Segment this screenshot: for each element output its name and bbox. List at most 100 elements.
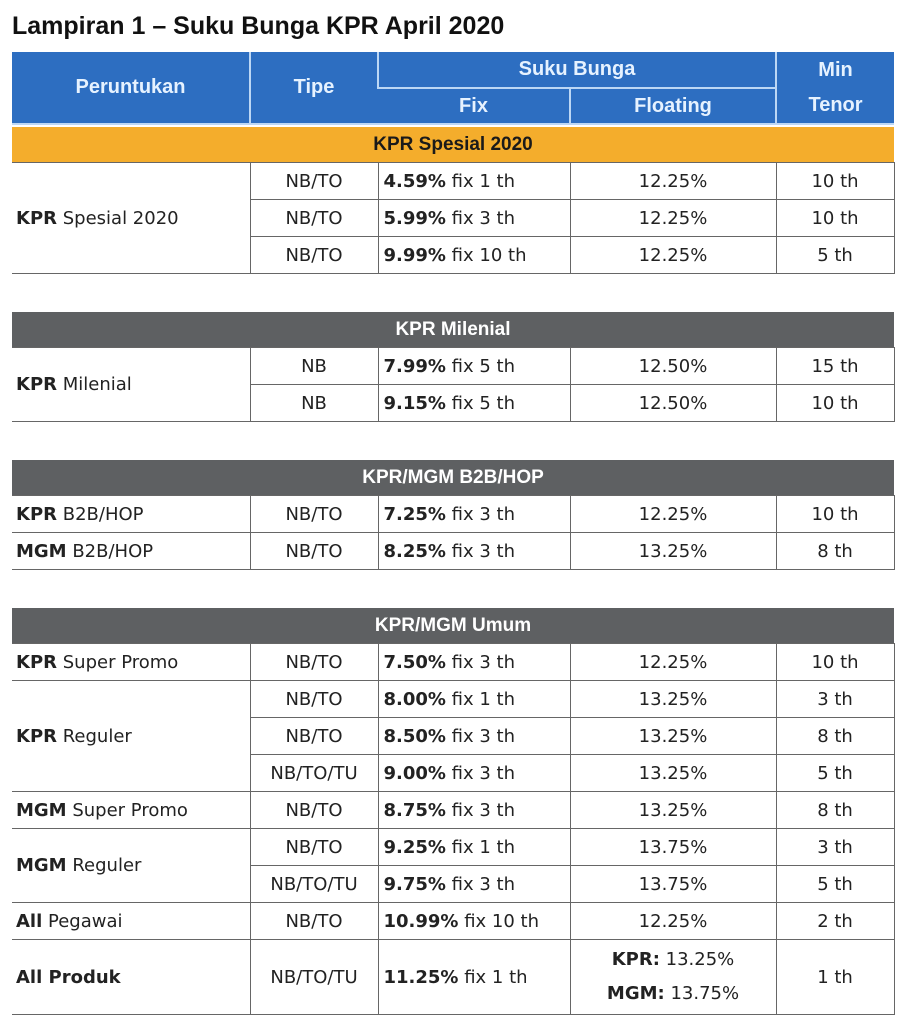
text: 12.50% <box>638 392 708 414</box>
cell-fix: 10.99% fix 10 th <box>377 902 571 940</box>
text: Milenial <box>57 374 132 395</box>
cell-floating: 12.25% <box>569 902 777 940</box>
cell-floating: 13.25% <box>569 791 777 829</box>
bold-text: KPR: <box>611 949 660 970</box>
cell-peruntukan: KPR B2B/HOP <box>12 495 251 533</box>
section-title: KPR/MGM B2B/HOP <box>12 460 895 496</box>
text: B2B/HOP <box>57 503 144 525</box>
cell-min-tenor: 10 th <box>775 162 895 200</box>
section-header: KPR Spesial 2020 <box>12 127 895 163</box>
cell-peruntukan: MGM Reguler <box>12 828 251 903</box>
text: 13.25% <box>659 949 735 970</box>
cell-min-tenor: 15 th <box>775 347 895 385</box>
bold-text: 9.15% <box>383 392 446 414</box>
table-row: NB/TO/TU 9.75% fix 3 th 13.75% 5 th <box>12 865 895 903</box>
bold-text: KPR <box>16 503 58 525</box>
cell-fix: 4.59% fix 1 th <box>377 162 571 200</box>
text: 13.75% <box>638 873 708 895</box>
bold-text: 9.99% <box>383 244 446 266</box>
cell-floating: 12.50% <box>569 384 777 422</box>
text: Super Promo <box>66 799 188 821</box>
cell-fix: 7.50% fix 3 th <box>377 643 571 681</box>
cell-fix: 7.99% fix 5 th <box>377 347 571 385</box>
table-row: NB/TO 9.99% fix 10 th 12.25% 5 th <box>12 236 895 274</box>
cell-tipe: NB/TO <box>249 236 379 274</box>
bold-text: 10.99% <box>383 910 459 932</box>
cell-min-tenor: 8 th <box>775 791 895 829</box>
cell-fix: 9.25% fix 1 th <box>377 828 571 866</box>
bold-text: 8.25% <box>383 540 446 562</box>
text: Spesial 2020 <box>57 207 179 229</box>
cell-min-tenor: 8 th <box>775 532 895 570</box>
cell-floating: 12.25% <box>569 162 777 200</box>
bold-text: 9.25% <box>383 836 446 858</box>
cell-min-tenor: 1 th <box>775 939 895 1015</box>
cell-min-tenor: 2 th <box>775 902 895 940</box>
bold-text: All Produk <box>16 966 121 988</box>
section-2: KPR/MGM B2B/HOP KPR B2B/HOP NB/TO 7.25% fix… <box>12 460 895 570</box>
cell-min-tenor: 5 th <box>775 865 895 903</box>
bold-text: All <box>16 910 43 932</box>
bold-text: MGM <box>16 799 67 821</box>
text: 13.25% <box>638 540 708 562</box>
cell-min-tenor: 5 th <box>775 236 895 274</box>
cell-tipe: NB/TO <box>249 643 379 681</box>
floating-line: 12.25% <box>571 171 776 192</box>
col-header-fix: Fix <box>378 88 570 125</box>
col-header-peruntukan: Peruntukan <box>12 52 250 125</box>
floating-line: 12.50% <box>571 356 776 377</box>
cell-peruntukan: KPR Milenial <box>12 347 251 422</box>
cell-fix: 9.15% fix 5 th <box>377 384 571 422</box>
text: fix 5 th <box>445 392 516 414</box>
cell-peruntukan: KPR Spesial 2020 <box>12 162 251 274</box>
cell-fix: 8.50% fix 3 th <box>377 717 571 755</box>
text: fix 3 th <box>445 651 516 673</box>
cell-fix: 8.25% fix 3 th <box>377 532 571 570</box>
bold-text: 9.75% <box>383 873 446 895</box>
floating-line: MGM: 13.75% <box>571 977 776 1011</box>
cell-fix: 9.99% fix 10 th <box>377 236 571 274</box>
text: Reguler <box>66 855 142 876</box>
cell-peruntukan: All Produk <box>12 939 251 1015</box>
cell-tipe: NB/TO/TU <box>249 865 379 903</box>
text: fix 1 th <box>458 966 528 988</box>
section-1: KPR Milenial KPR Milenial NB 7.99% fix 5 th… <box>12 312 895 422</box>
cell-floating: 12.25% <box>569 495 777 533</box>
bold-text: 9.00% <box>383 762 446 784</box>
cell-tipe: NB/TO <box>249 902 379 940</box>
cell-peruntukan: MGM Super Promo <box>12 791 251 829</box>
col-header-tenor: Tenor <box>775 88 895 125</box>
cell-peruntukan: KPR Super Promo <box>12 643 251 681</box>
bold-text: 7.50% <box>383 651 446 673</box>
table-row: NB/TO 8.50% fix 3 th 13.25% 8 th <box>12 717 895 755</box>
cell-floating: 13.25% <box>569 532 777 570</box>
floating-line: 12.25% <box>571 208 776 229</box>
text: fix 3 th <box>445 540 516 562</box>
text: fix 10 th <box>458 910 540 932</box>
text: 13.25% <box>638 762 708 784</box>
table-row: All Pegawai NB/TO 10.99% fix 10 th 12.25% 2 … <box>12 902 895 940</box>
text: 13.25% <box>638 799 708 821</box>
table-row: MGM B2B/HOP NB/TO 8.25% fix 3 th 13.25% 8 th <box>12 532 895 570</box>
cell-floating: 13.25% <box>569 754 777 792</box>
section-3: KPR/MGM Umum KPR Super Promo NB/TO 7.50% fi… <box>12 608 895 1015</box>
section-title: KPR/MGM Umum <box>12 608 895 644</box>
cell-tipe: NB/TO <box>249 680 379 718</box>
cell-fix: 8.75% fix 3 th <box>377 791 571 829</box>
col-header-floating: Floating <box>568 88 777 125</box>
bold-text: MGM <box>16 855 67 876</box>
text: 13.75% <box>664 983 740 1004</box>
bold-text: KPR <box>16 725 58 747</box>
cell-min-tenor: 3 th <box>775 828 895 866</box>
floating-line: 12.25% <box>571 504 776 525</box>
bold-text: 4.59% <box>383 170 446 192</box>
cell-floating: 13.25% <box>569 680 777 718</box>
cell-min-tenor: 10 th <box>775 384 895 422</box>
cell-tipe: NB/TO <box>249 199 379 237</box>
cell-peruntukan: MGM B2B/HOP <box>12 532 251 570</box>
text: 13.25% <box>638 688 708 710</box>
text: Pegawai <box>42 910 123 932</box>
bold-text: KPR <box>16 374 58 395</box>
cell-fix: 7.25% fix 3 th <box>377 495 571 533</box>
floating-line: KPR: 13.25% <box>571 943 776 977</box>
